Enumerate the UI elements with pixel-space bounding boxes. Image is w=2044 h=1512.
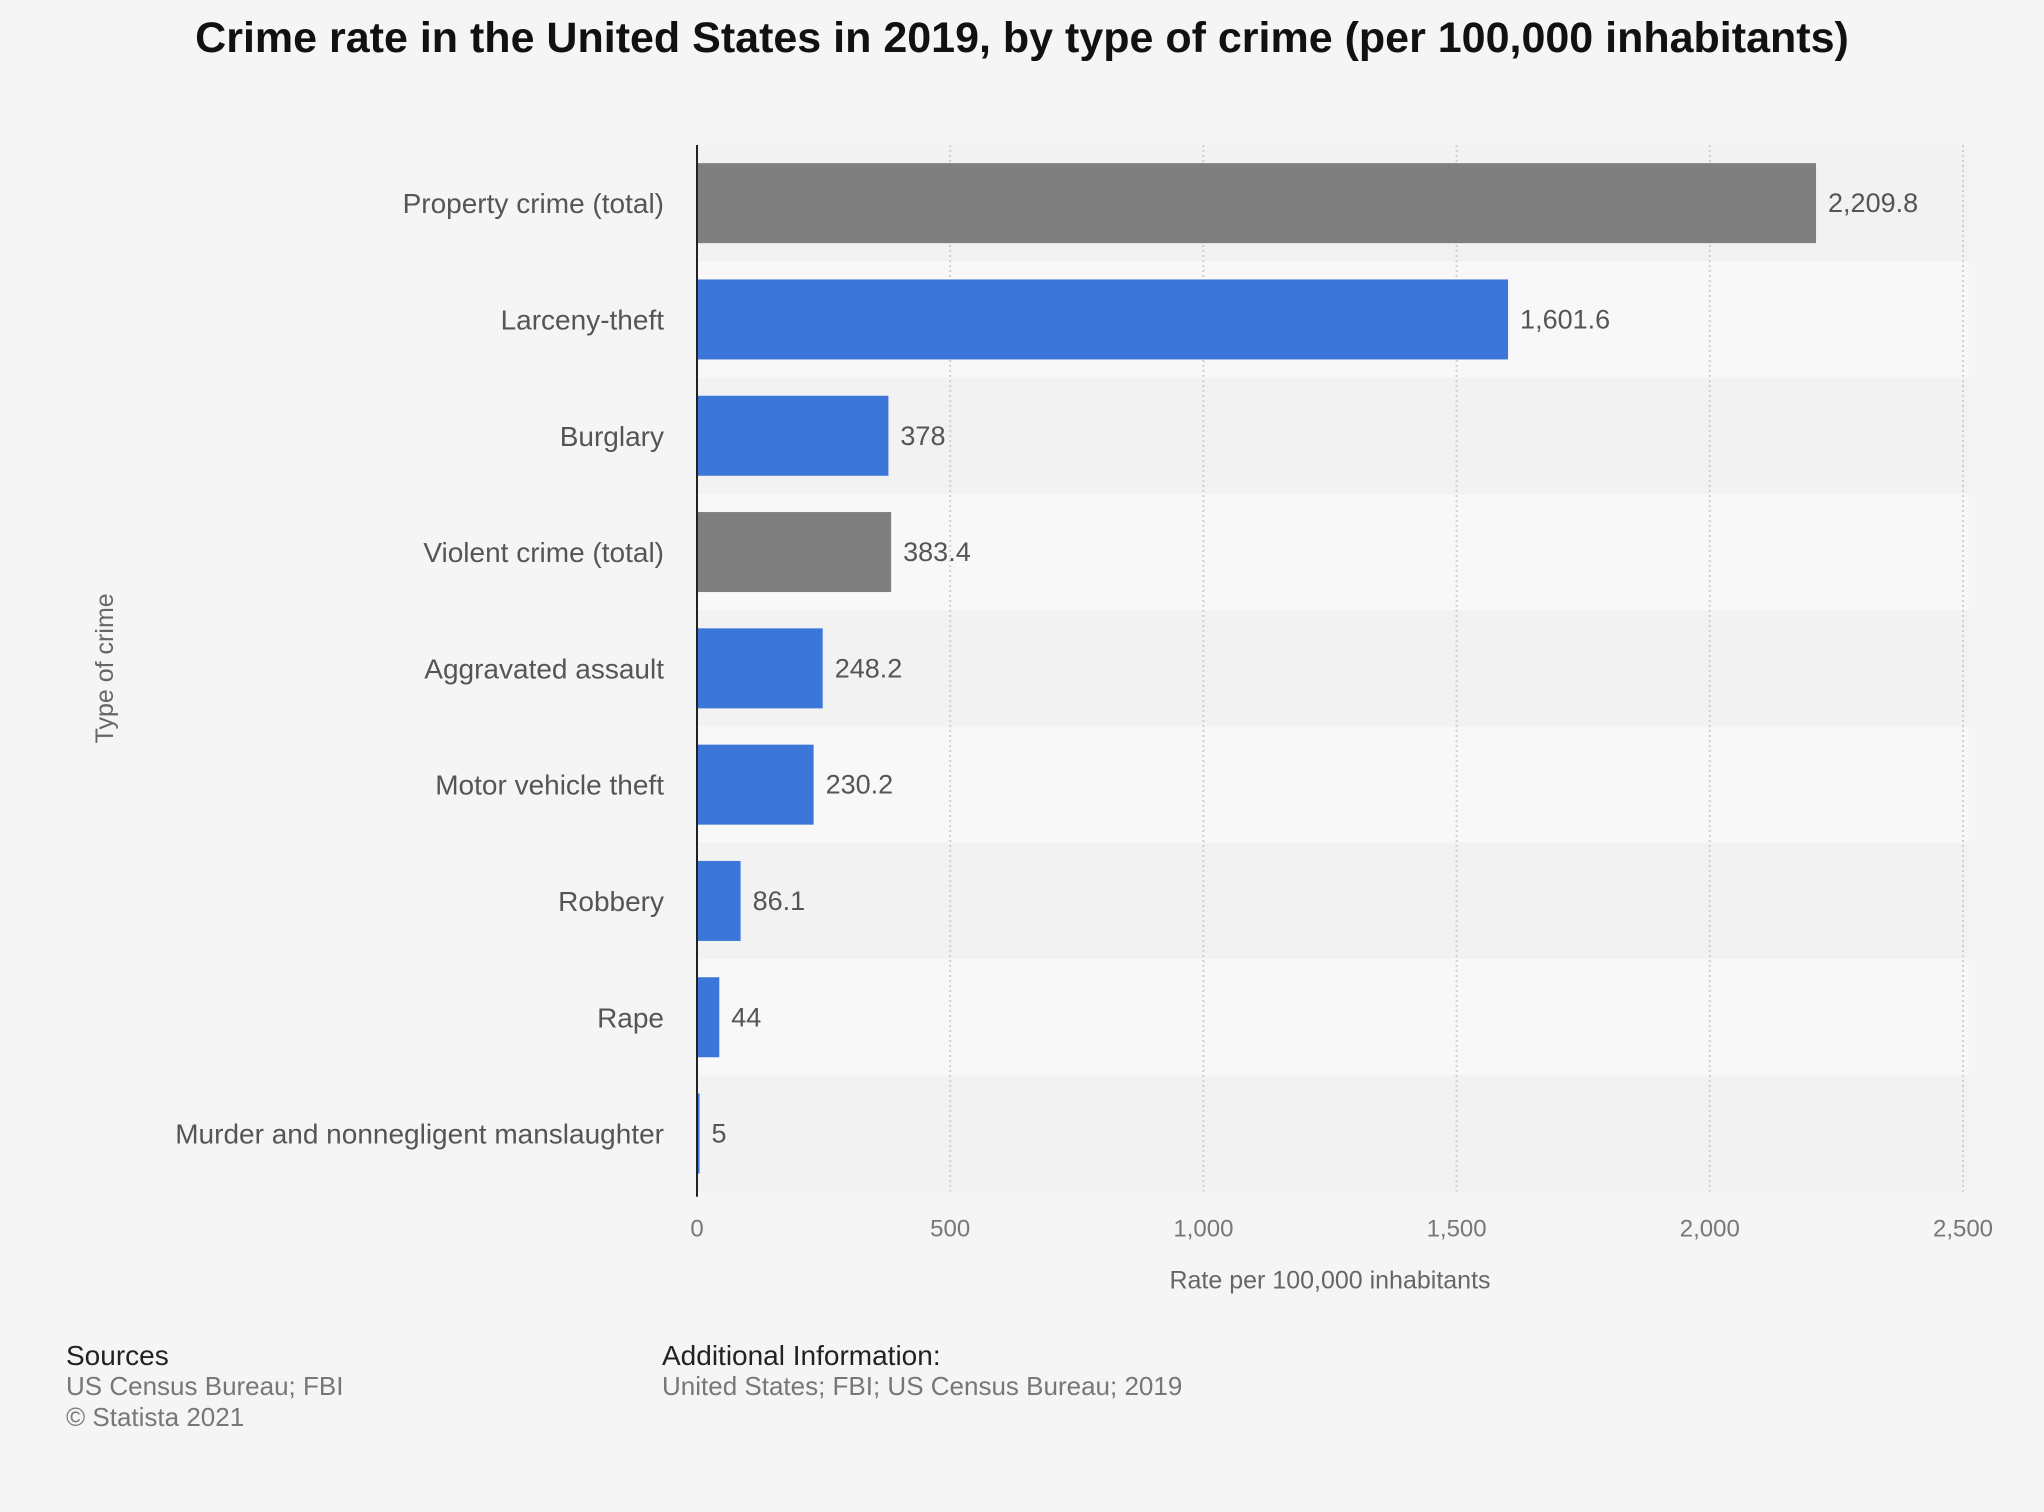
sources-block: Sources US Census Bureau; FBI © Statista… — [66, 1340, 343, 1433]
bar-value-label: 230.2 — [826, 770, 894, 800]
row-band — [697, 959, 1969, 1076]
category-label: Property crime (total) — [403, 188, 664, 219]
bar — [697, 977, 720, 1058]
chart-title: Crime rate in the United States in 2019,… — [195, 14, 1849, 62]
x-tick-label: 0 — [690, 1216, 703, 1243]
bar — [697, 860, 741, 941]
bar-value-label: 5 — [712, 1119, 727, 1149]
sources-text: US Census Bureau; FBI — [66, 1371, 344, 1401]
bar-value-label: 248.2 — [835, 653, 903, 683]
category-label: Burglary — [560, 421, 664, 452]
additional-info-text: United States; FBI; US Census Bureau; 20… — [662, 1371, 1183, 1401]
additional-info-block: Additional Information: United States; F… — [662, 1340, 1182, 1402]
bar — [697, 279, 1509, 360]
x-tick-label: 500 — [930, 1216, 970, 1243]
bars — [697, 163, 1817, 1174]
x-tick-labels: 0 500 1,000 1,500 2,000 2,500 — [690, 1216, 1993, 1243]
category-labels: Property crime (total) Larceny-theft Burgl… — [175, 188, 664, 1149]
row-band — [697, 726, 1969, 843]
bar-value-label: 2,209.8 — [1828, 188, 1918, 218]
row-band — [697, 610, 1969, 727]
x-tick-label: 2,000 — [1680, 1216, 1740, 1243]
bar — [697, 1093, 700, 1174]
category-label: Aggravated assault — [424, 653, 664, 684]
bar-value-label: 378 — [900, 421, 945, 451]
bar — [697, 744, 814, 825]
y-axis-title: Type of crime — [91, 593, 119, 743]
x-tick-label: 2,500 — [1933, 1216, 1993, 1243]
bar — [697, 628, 823, 709]
row-band — [697, 842, 1969, 960]
row-band — [697, 377, 1969, 494]
x-axis-title: Rate per 100,000 inhabitants — [1169, 1267, 1490, 1295]
bar — [697, 395, 889, 476]
bar — [697, 512, 892, 593]
additional-info-heading: Additional Information: — [662, 1340, 941, 1371]
bar-value-label: 1,601.6 — [1520, 304, 1610, 334]
bar-value-label: 86.1 — [753, 886, 806, 916]
x-tick-label: 1,500 — [1427, 1216, 1487, 1243]
category-label: Murder and nonnegligent manslaughter — [175, 1119, 664, 1150]
row-band — [697, 493, 1969, 611]
bar-value-label: 383.4 — [903, 537, 971, 567]
bar — [697, 163, 1817, 244]
copyright-text: © Statista 2021 — [66, 1402, 245, 1432]
category-label: Robbery — [558, 886, 664, 917]
bar-value-label: 44 — [731, 1002, 761, 1032]
row-band — [697, 1075, 1969, 1192]
category-label: Larceny-theft — [501, 304, 665, 335]
category-label: Violent crime (total) — [423, 537, 664, 568]
sources-heading: Sources — [66, 1340, 169, 1371]
category-label: Rape — [597, 1002, 664, 1033]
value-labels: 2,209.8 1,601.6 378 383.4 248.2 230.2 86.1 44 5 — [712, 188, 1919, 1148]
x-tick-label: 1,000 — [1173, 1216, 1233, 1243]
category-label: Motor vehicle theft — [435, 770, 664, 801]
